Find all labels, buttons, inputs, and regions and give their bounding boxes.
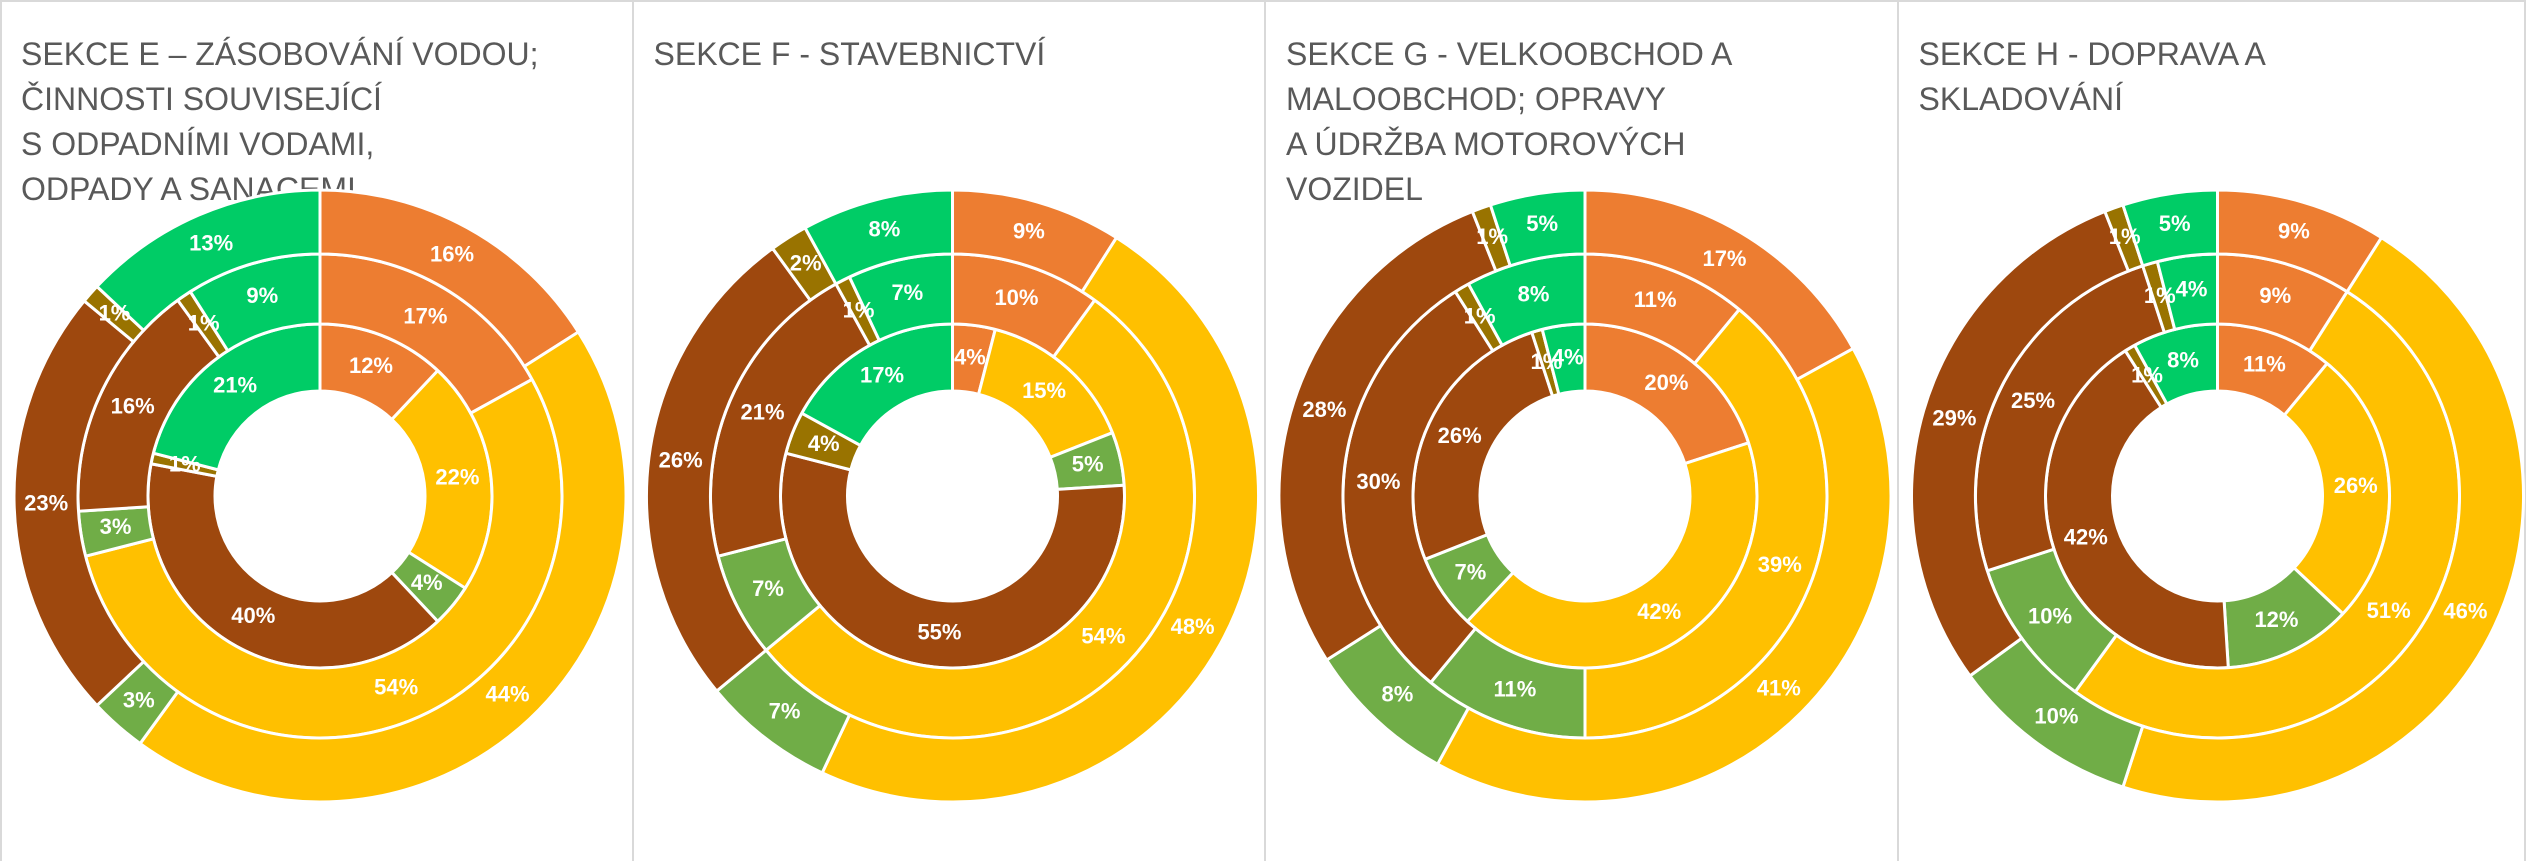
data-label: 3%	[123, 687, 155, 712]
data-label: 17%	[860, 363, 904, 388]
data-label: 17%	[1702, 246, 1746, 271]
data-label: 12%	[2254, 607, 2298, 632]
data-label: 4%	[808, 431, 840, 456]
data-label: 1%	[188, 311, 220, 336]
title-line: S ODPADNÍMI VODAMI,	[21, 126, 374, 162]
data-label: 55%	[917, 620, 961, 645]
donut-slice	[94, 188, 322, 333]
data-label: 8%	[1518, 281, 1550, 306]
chart-title: SEKCE E – ZÁSOBOVÁNÍ VODOU; ČINNOSTI SOUV…	[21, 36, 538, 207]
data-label: 41%	[1757, 676, 1801, 701]
donut-slice	[138, 329, 628, 804]
data-label: 17%	[403, 304, 447, 329]
data-label: 11%	[1493, 677, 1536, 702]
data-label: 5%	[2159, 211, 2191, 236]
data-label: 12%	[349, 353, 393, 378]
title-line: ČINNOSTI SOUVISEJÍCÍ	[21, 81, 382, 117]
data-label: 4%	[1552, 344, 1584, 369]
data-label: 9%	[2259, 283, 2291, 308]
data-label: 1%	[1464, 304, 1496, 329]
title-line: MALOOBCHOD; OPRAVY	[1286, 81, 1666, 117]
data-label: 15%	[1022, 378, 1066, 403]
data-label: 8%	[868, 216, 900, 241]
donut-slice	[2121, 188, 2219, 268]
donut-slice	[1488, 188, 1587, 268]
data-label: 48%	[1171, 614, 1215, 639]
donut-slice	[1435, 346, 1893, 804]
title-line: SEKCE H - DOPRAVA A	[1919, 36, 2267, 72]
data-label: 26%	[1438, 423, 1482, 448]
data-label: 7%	[769, 698, 801, 723]
data-label: 11%	[2243, 352, 2286, 377]
data-label: 30%	[1356, 469, 1400, 494]
data-label: 42%	[2064, 525, 2108, 550]
data-label: 23%	[24, 490, 68, 515]
title-line: SEKCE F - STAVEBNICTVÍ	[654, 36, 1046, 72]
data-label: 5%	[1072, 452, 1104, 477]
data-label: 54%	[374, 674, 418, 699]
data-label: 9%	[1013, 219, 1045, 244]
data-label: 8%	[1382, 682, 1414, 707]
data-label: 11%	[1634, 287, 1677, 312]
data-label: 1%	[1476, 224, 1508, 249]
donut-slice	[820, 235, 1260, 804]
data-label: 7%	[1455, 560, 1487, 585]
data-label: 16%	[430, 242, 474, 267]
data-label: 4%	[954, 344, 986, 369]
data-label: 44%	[486, 682, 530, 707]
chart-title: SEKCE F - STAVEBNICTVÍ	[654, 36, 1046, 72]
data-label: 10%	[994, 285, 1038, 310]
data-label: 42%	[1637, 599, 1681, 624]
chart-title: SEKCE G - VELKOOBCHOD A MALOOBCHOD; OPRAV…	[1286, 36, 1733, 207]
data-label: 1%	[2144, 283, 2176, 308]
data-label: 54%	[1081, 624, 1125, 649]
data-label: 1%	[1530, 349, 1562, 374]
data-label: 1%	[2131, 363, 2163, 388]
donut-slice	[803, 188, 954, 286]
data-label: 1%	[843, 297, 875, 322]
donut-slice	[2121, 235, 2525, 804]
title-line: SEKCE E – ZÁSOBOVÁNÍ VODOU;	[21, 36, 538, 72]
data-label: 28%	[1302, 397, 1346, 422]
data-label: 51%	[2367, 598, 2411, 623]
data-label: 26%	[659, 447, 703, 472]
data-label: 29%	[1932, 405, 1976, 430]
data-label: 2%	[790, 250, 822, 275]
data-label: 9%	[246, 283, 278, 308]
data-label: 25%	[2011, 388, 2055, 413]
data-label: 22%	[435, 464, 479, 489]
data-label: 1%	[169, 452, 201, 477]
data-label: 46%	[2443, 598, 2487, 623]
data-label: 39%	[1758, 552, 1802, 577]
data-label: 4%	[411, 570, 443, 595]
data-label: 7%	[752, 576, 784, 601]
data-label: 13%	[189, 230, 233, 255]
data-label: 9%	[2278, 219, 2310, 244]
data-label: 10%	[2034, 703, 2078, 728]
data-label: 20%	[1644, 370, 1688, 395]
data-label: 16%	[111, 394, 155, 419]
title-line: A ÚDRŽBA MOTOROVÝCH	[1286, 126, 1685, 162]
data-label: 21%	[213, 372, 257, 397]
data-label: 10%	[2028, 603, 2072, 628]
data-label: 3%	[100, 514, 132, 539]
data-label: 1%	[2109, 224, 2141, 249]
data-label: 7%	[891, 280, 923, 305]
chart-title: SEKCE H - DOPRAVA A SKLADOVÁNÍ	[1919, 36, 2267, 117]
data-label: 40%	[231, 603, 275, 628]
data-label: 5%	[1526, 211, 1558, 236]
title-line: SEKCE G - VELKOOBCHOD A	[1286, 36, 1733, 72]
data-label: 4%	[2176, 276, 2208, 301]
title-line: VOZIDEL	[1286, 171, 1423, 207]
data-label: 26%	[2334, 473, 2378, 498]
data-label: 8%	[2167, 348, 2199, 373]
data-label: 21%	[741, 400, 785, 425]
data-label: 1%	[99, 301, 131, 326]
title-line: SKLADOVÁNÍ	[1919, 81, 2124, 117]
